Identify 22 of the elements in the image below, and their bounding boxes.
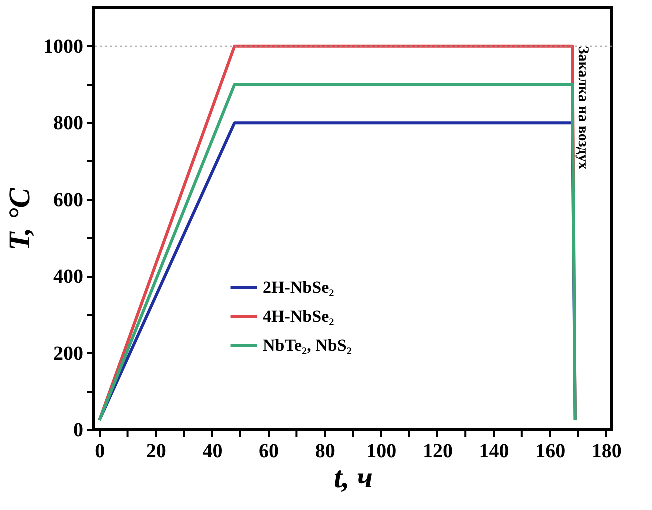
x-tick-label: 100 — [366, 440, 397, 462]
y-tick-label: 0 — [74, 420, 84, 442]
legend-label: 2H-NbSe₂ — [263, 278, 334, 297]
x-tick-label: 140 — [479, 440, 510, 462]
x-tick-label: 20 — [146, 440, 166, 462]
x-tick-label: 120 — [422, 440, 453, 462]
y-axis-title: T, °C — [4, 187, 36, 251]
x-tick-label: 160 — [536, 440, 566, 462]
y-tick-label: 400 — [54, 266, 84, 288]
y-tick-label: 200 — [54, 342, 84, 365]
x-tick-label: 40 — [202, 440, 223, 462]
x-tick-label: 180 — [592, 440, 622, 462]
y-tick-label: 600 — [54, 189, 84, 212]
x-tick-label: 80 — [315, 440, 336, 462]
legend-label: 4H-NbSe₂ — [263, 307, 334, 326]
y-tick-label: 1000 — [44, 36, 84, 58]
y-tick-label: 800 — [54, 112, 84, 135]
annotation: Закалка на воздух — [574, 46, 591, 170]
legend-label: NbTe₂, NbS₂ — [263, 336, 352, 355]
x-tick-label: 60 — [259, 440, 280, 462]
x-tick-label: 0 — [95, 440, 106, 462]
x-axis-title: t, ч — [334, 462, 374, 494]
